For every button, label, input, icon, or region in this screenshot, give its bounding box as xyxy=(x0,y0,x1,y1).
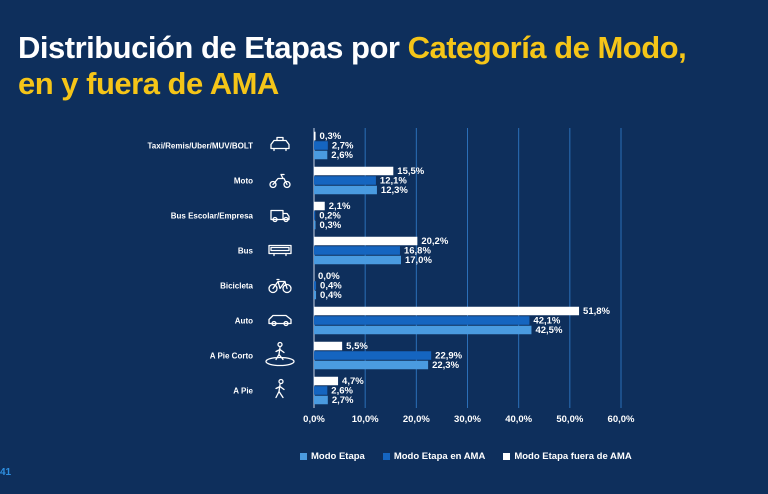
category-label: Auto xyxy=(235,317,253,326)
title-highlight: Categoría de Modo, xyxy=(407,30,687,65)
data-label: 22,9% xyxy=(435,350,462,361)
data-label: 22,3% xyxy=(432,360,459,371)
bicycle-icon xyxy=(268,278,292,294)
legend-item-modo-etapa-ama: Modo Etapa en AMA xyxy=(382,451,486,462)
chart-title: Distribución de Etapas por Categoría de … xyxy=(18,30,758,102)
legend-swatch-modo-etapa xyxy=(300,453,307,460)
bar xyxy=(314,236,418,246)
category-label: Moto xyxy=(234,177,253,186)
bar xyxy=(314,201,325,211)
category-label: Bus xyxy=(238,247,254,256)
data-label: 2,1% xyxy=(329,201,351,212)
legend-swatch-modo-etapa-ama xyxy=(382,453,390,460)
data-label: 4,7% xyxy=(342,376,364,387)
data-label: 42,5% xyxy=(535,325,562,336)
legend-item-modo-etapa: Modo Etapa xyxy=(300,451,365,462)
bus-icon xyxy=(268,244,292,257)
data-label: 16,8% xyxy=(404,245,431,256)
data-label: 15,5% xyxy=(397,166,424,177)
legend-label-modo-etapa-ama: Modo Etapa en AMA xyxy=(393,451,486,462)
bar xyxy=(314,351,432,360)
category-label: Bicicleta xyxy=(220,282,253,291)
data-label: 42,1% xyxy=(533,315,560,326)
data-label: 2,6% xyxy=(331,385,353,396)
data-label: 17,0% xyxy=(405,255,432,266)
bar xyxy=(314,185,377,195)
data-label: 0,2% xyxy=(319,210,341,221)
bar xyxy=(314,360,429,370)
bar xyxy=(314,395,328,405)
walking-circle-icon xyxy=(265,341,295,367)
bar xyxy=(314,376,339,386)
data-label: 20,2% xyxy=(421,236,448,247)
x-tick-label: 40,0% xyxy=(505,414,532,425)
bar xyxy=(314,176,376,185)
car-icon xyxy=(268,314,292,327)
page-number: 41 xyxy=(0,467,12,478)
legend-item-modo-etapa-fuera: Modo Etapa fuera de AMA xyxy=(503,451,632,462)
x-tick-label: 10,0% xyxy=(352,414,379,425)
data-label: 12,3% xyxy=(381,185,408,196)
data-label: 0,4% xyxy=(320,280,342,291)
x-tick-label: 30,0% xyxy=(454,414,481,425)
truck-icon xyxy=(270,209,290,223)
legend-swatch-modo-etapa-fuera xyxy=(503,453,511,460)
moto-icon xyxy=(269,173,291,189)
x-tick-label: 0,0% xyxy=(303,414,325,425)
data-label: 0,4% xyxy=(320,290,342,301)
x-tick-label: 20,0% xyxy=(403,414,430,425)
bar xyxy=(314,316,530,325)
data-label: 0,3% xyxy=(320,220,342,231)
bar xyxy=(314,150,328,160)
x-tick-label: 60,0% xyxy=(608,414,635,425)
title-part-1: Distribución de Etapas por xyxy=(18,30,408,65)
bar xyxy=(314,306,580,316)
category-label: A Pie xyxy=(233,387,253,396)
category-label: Bus Escolar/Empresa xyxy=(171,212,254,221)
data-label: 5,5% xyxy=(346,341,368,352)
bar xyxy=(314,255,401,265)
bar xyxy=(314,211,316,220)
title-part-3: en y fuera de AMA xyxy=(18,66,279,101)
taxi-icon xyxy=(270,136,290,152)
bar xyxy=(314,290,317,300)
bar xyxy=(314,166,394,176)
category-label: Taxi/Remis/Uber/MUV/BOLT xyxy=(148,142,254,151)
bar xyxy=(314,386,328,395)
bar xyxy=(314,281,317,290)
data-label: 0,3% xyxy=(320,131,342,142)
data-label: 0,0% xyxy=(318,271,340,282)
category-label: A Pie Corto xyxy=(210,352,253,361)
legend-label-modo-etapa: Modo Etapa xyxy=(311,451,365,462)
bar xyxy=(314,131,316,141)
data-label: 2,7% xyxy=(332,140,354,151)
walking-icon xyxy=(275,378,285,399)
bar xyxy=(314,220,316,230)
data-label: 51,8% xyxy=(583,306,610,317)
data-label: 2,6% xyxy=(331,150,353,161)
bar xyxy=(314,246,400,255)
chart-legend: Modo Etapa Modo Etapa en AMA Modo Etapa … xyxy=(300,451,632,462)
legend-label-modo-etapa-fuera: Modo Etapa fuera de AMA xyxy=(514,451,632,462)
bar xyxy=(314,341,343,351)
bar xyxy=(314,325,532,335)
bar xyxy=(314,141,328,150)
x-tick-label: 50,0% xyxy=(556,414,583,425)
data-label: 12,1% xyxy=(380,175,407,186)
data-label: 2,7% xyxy=(332,395,354,406)
